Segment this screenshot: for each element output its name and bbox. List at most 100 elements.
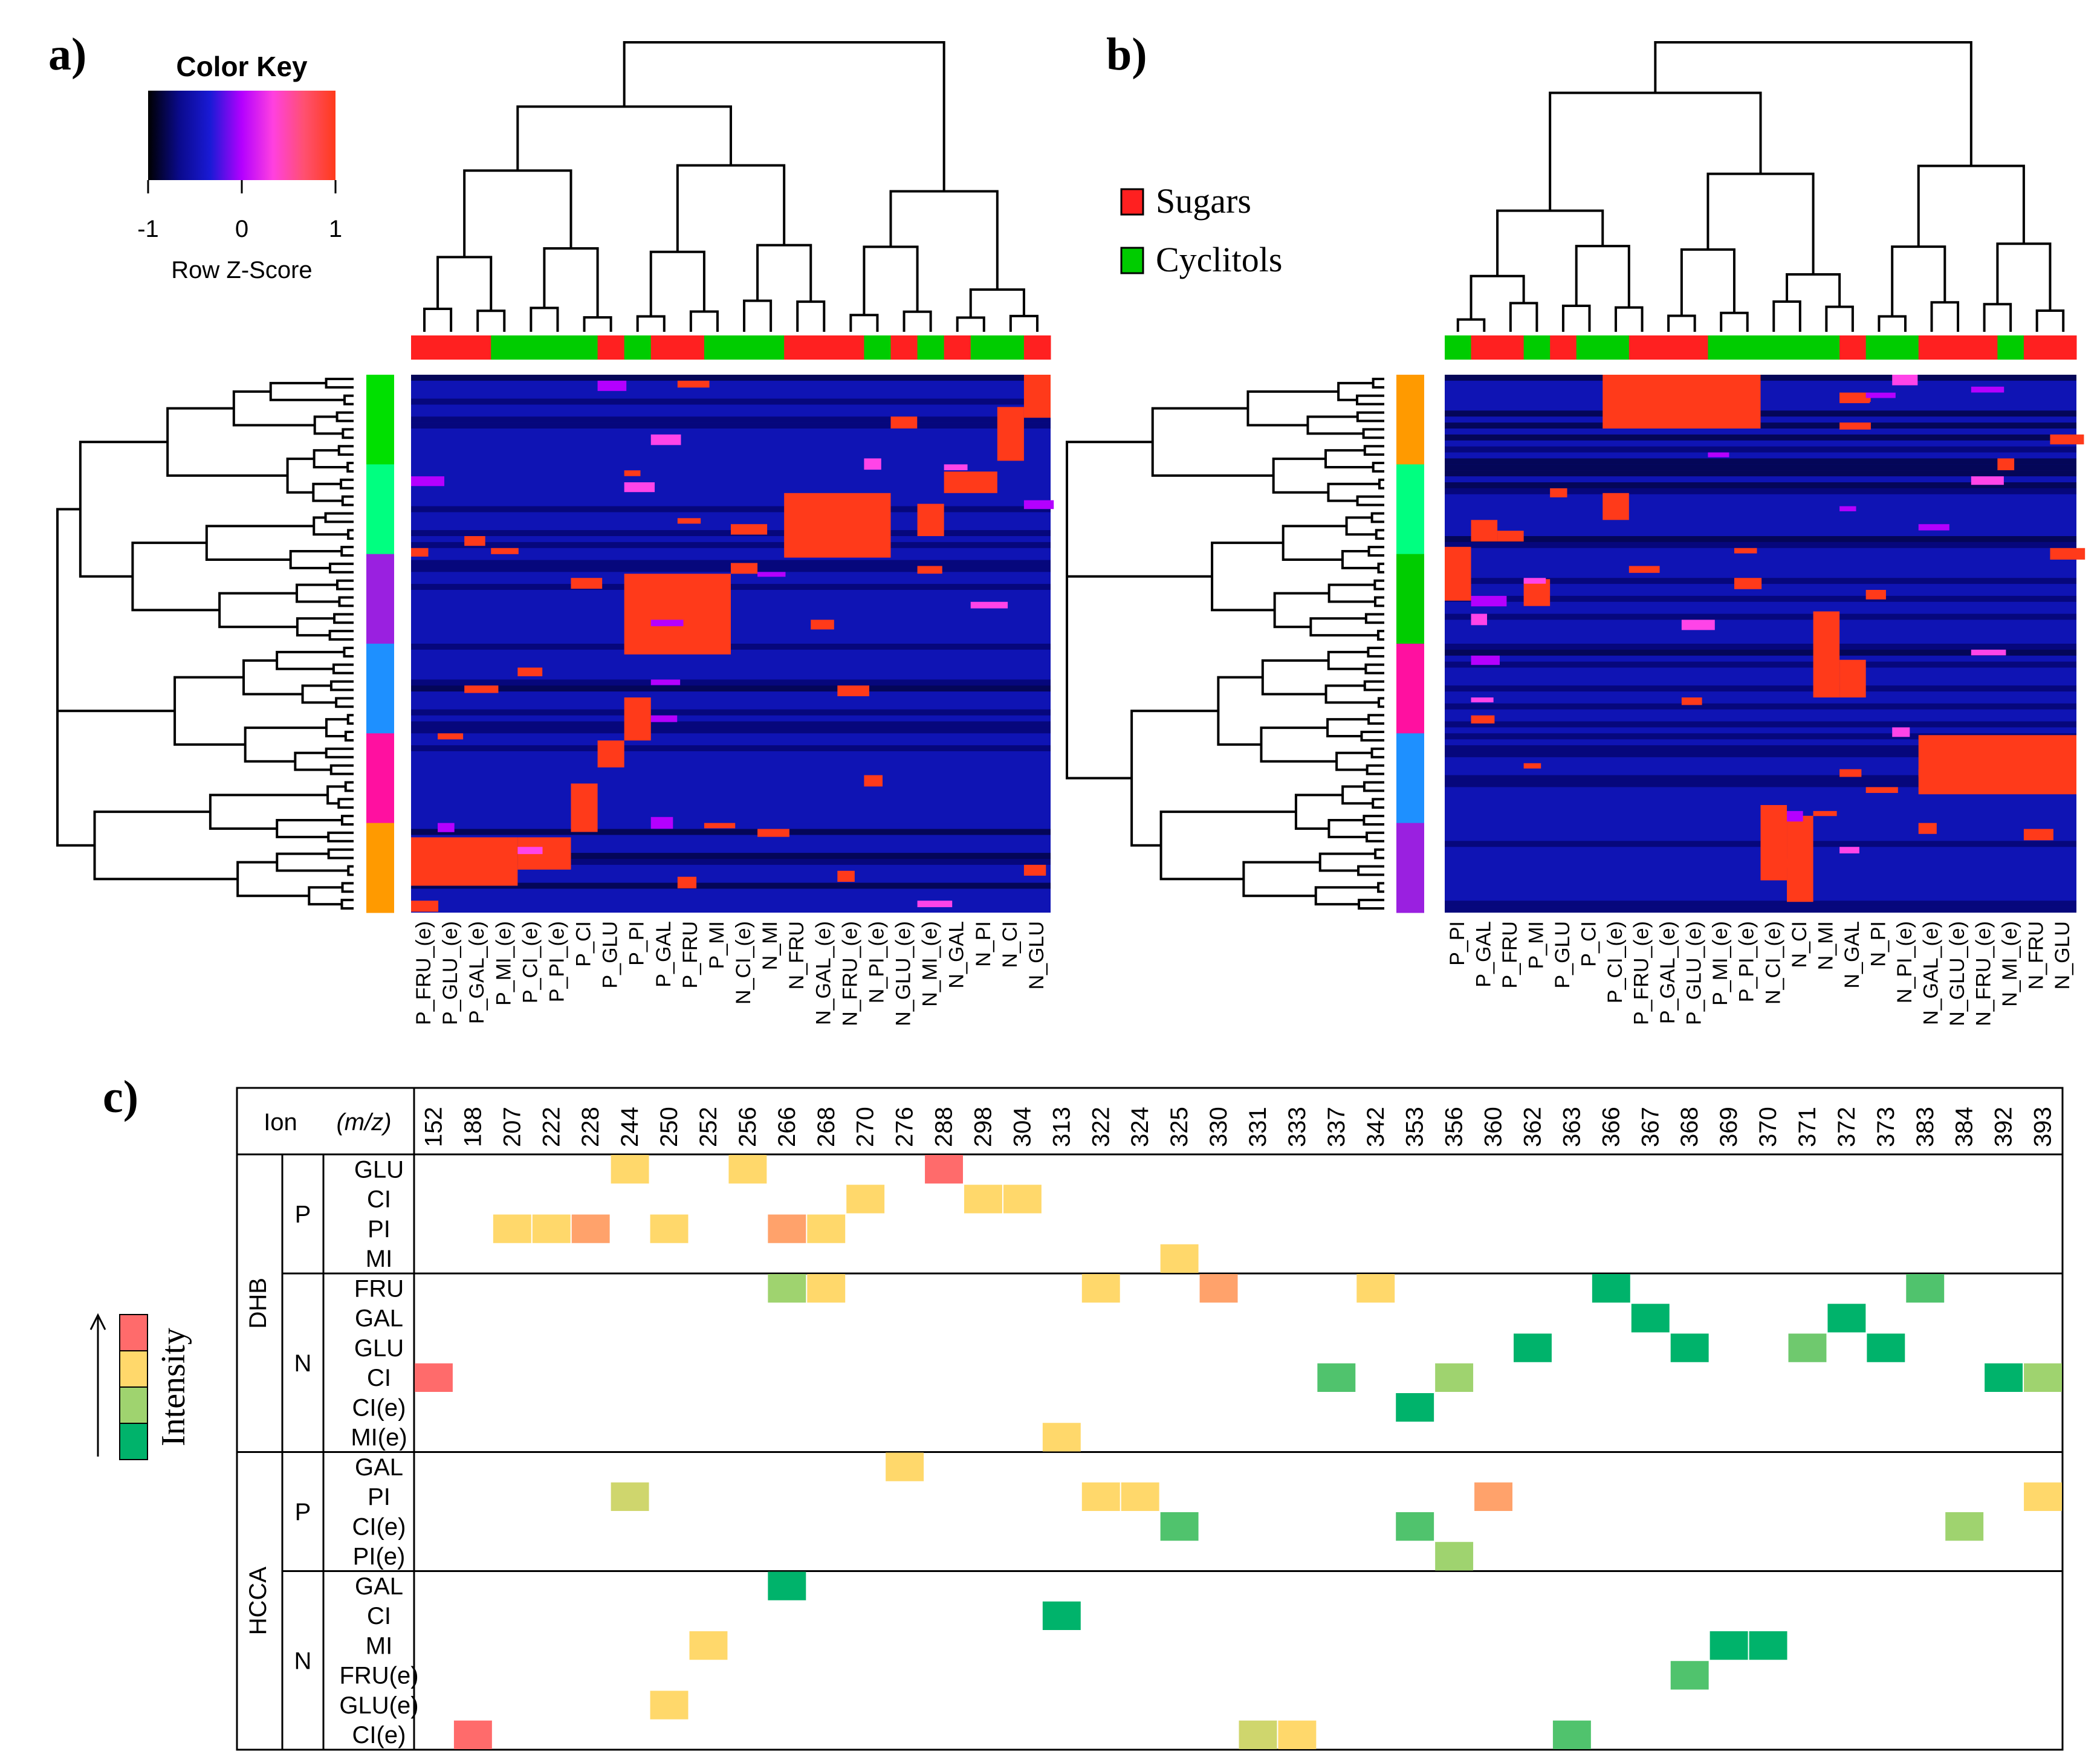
heatmap-row-band [411, 542, 1051, 548]
heatmap-cell [1471, 595, 1507, 607]
heatmap-cell [624, 482, 655, 493]
column-group-bar [1734, 335, 1761, 360]
table-row-label: MI(e) [351, 1425, 407, 1451]
row-dendrogram-branch [341, 882, 354, 893]
row-dendrogram-branch [1362, 428, 1384, 439]
table-header-mz: (m/z) [336, 1109, 391, 1136]
intensity-cell [571, 1214, 610, 1243]
column-group-bar [837, 335, 864, 360]
intensity-cell [611, 1155, 649, 1184]
row-dendrogram-branch [335, 411, 354, 422]
row-dendrogram-branch [1364, 613, 1384, 624]
row-dendrogram-branch [327, 831, 354, 843]
row-dendrogram-branch [1367, 646, 1384, 658]
heatmap-cell [1550, 488, 1567, 497]
intensity-cell [1042, 1601, 1081, 1630]
column-label: P_MI_(e) [1709, 921, 1732, 1006]
legend-label-cyclitols: Cyclitols [1156, 240, 1282, 279]
row-dendrogram-branch [1372, 462, 1384, 473]
heatmap-row-band [411, 416, 1051, 423]
heatmap-cell [1971, 476, 2004, 485]
row-dendrogram-branch [1356, 495, 1384, 506]
intensity-cell [1631, 1304, 1670, 1333]
intensity-cell [1788, 1333, 1827, 1362]
heatmap-cell [890, 416, 918, 429]
heatmap-cell [650, 715, 678, 722]
table-row-label: MI [366, 1246, 392, 1272]
column-dendrogram-branch [1009, 314, 1039, 332]
mz-header: 363 [1558, 1107, 1585, 1147]
mz-header: 342 [1363, 1107, 1389, 1147]
heatmap-row-band [1445, 464, 2076, 471]
row-cluster-bar [1396, 823, 1424, 913]
mz-header: 353 [1402, 1107, 1428, 1147]
intensity-cell [689, 1631, 728, 1660]
intensity-cell [1317, 1363, 1356, 1392]
column-group-bar [517, 335, 545, 360]
column-dendrogram-branch [1509, 302, 1538, 332]
heatmap-high-block [624, 697, 651, 741]
heatmap-cell [1523, 578, 1546, 584]
row-dendrogram-branch [1366, 764, 1384, 775]
table-row-label: GAL [355, 1305, 403, 1332]
intensity-cell [925, 1155, 963, 1184]
intensity-cell [1396, 1512, 1434, 1541]
row-dendrogram-branch [1066, 441, 1213, 578]
row-dendrogram-branch [329, 562, 354, 574]
row-dendrogram-branch [1372, 798, 1384, 809]
legend-swatch-cyclitols [1120, 247, 1144, 274]
intensity-cell [650, 1214, 689, 1243]
column-dendrogram-branch [863, 245, 919, 315]
row-dendrogram-branch [346, 714, 354, 725]
row-dendrogram-branch [1314, 886, 1379, 906]
heatmap-cell [1734, 548, 1757, 554]
column-group-bar [677, 335, 705, 360]
column-dendrogram-branch [2035, 309, 2065, 332]
column-group-bar [624, 335, 652, 360]
column-label: P_GLU_(e) [439, 921, 462, 1025]
heatmap-cell [1839, 847, 1859, 853]
heatmap-row-band [1445, 470, 2076, 477]
column-label: N_MI [1814, 921, 1837, 970]
heatmap-cell [757, 572, 786, 577]
row-dendrogram-branch [1360, 731, 1384, 742]
mz-header: 324 [1127, 1107, 1153, 1147]
column-group-bar [757, 335, 785, 360]
row-dendrogram-branch [346, 462, 354, 473]
heatmap-cell [438, 823, 455, 832]
row-dendrogram-branch [1318, 852, 1376, 872]
row-cluster-bar [366, 644, 394, 734]
heatmap-cell [1865, 590, 1886, 600]
mz-header: 268 [813, 1107, 840, 1147]
intensity-cell [1670, 1661, 1709, 1690]
row-cluster-bar [366, 464, 394, 555]
intensity-cell [453, 1720, 492, 1749]
heatmap-row-band [1445, 644, 2076, 650]
heatmap-row-band [1445, 482, 2076, 488]
row-dendrogram-branch [286, 458, 314, 494]
intensity-swatch [119, 1314, 148, 1351]
mz-header: 369 [1716, 1107, 1742, 1147]
row-dendrogram-branch [1363, 815, 1384, 826]
column-group-bar [1787, 335, 1814, 360]
column-dendrogram-branch [1496, 209, 1604, 276]
heatmap-cell [1892, 727, 1910, 737]
column-label: N_FRU_(e) [1972, 921, 1995, 1026]
row-dendrogram-branch [1335, 751, 1372, 771]
heatmap-cell [1023, 500, 1054, 509]
column-label: P_GAL [652, 921, 675, 988]
row-dendrogram-branch [313, 415, 343, 435]
heatmap-cell [1865, 787, 1898, 793]
column-dendrogram-branch [1930, 301, 1960, 332]
column-group-bar [2050, 335, 2077, 360]
polarity-label: N [294, 1648, 312, 1674]
heatmap-row-band [1445, 703, 2076, 710]
color-key-tick-min: -1 [137, 216, 159, 242]
intensity-cell [964, 1185, 1002, 1214]
row-dendrogram-branch [329, 764, 354, 775]
column-dendrogram-branch [676, 164, 786, 252]
mz-header: 371 [1794, 1107, 1821, 1147]
heatmap-row-band [1445, 595, 2076, 602]
heatmap-cell [1628, 566, 1660, 573]
intensity-swatch [119, 1350, 148, 1388]
